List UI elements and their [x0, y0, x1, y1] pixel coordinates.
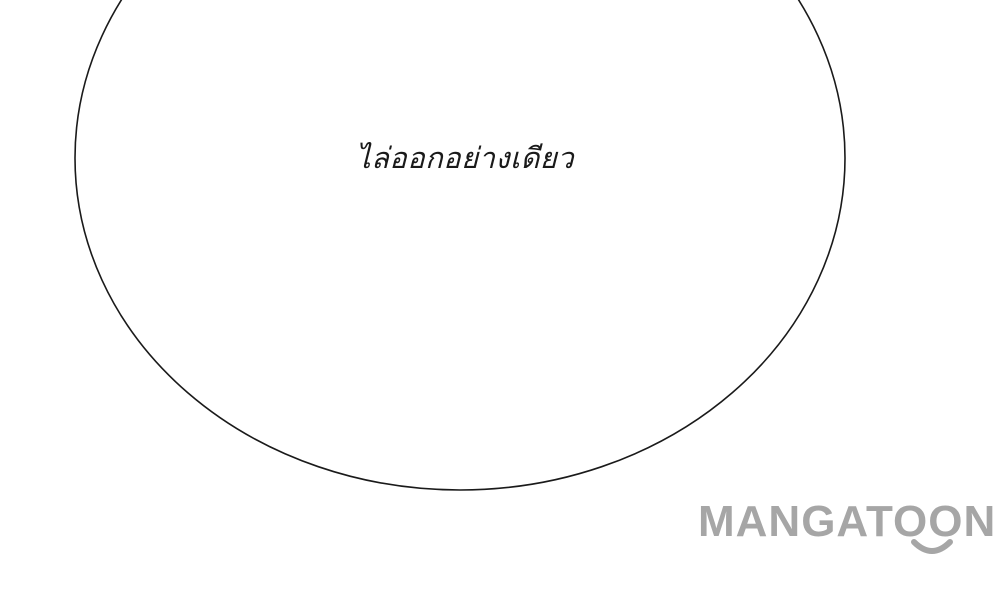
watermark-text: MANGATOON — [698, 497, 997, 546]
smile-icon — [911, 539, 953, 554]
watermark-logo: MANGATOON — [698, 496, 1000, 568]
bubble-text: ไล่ออกอย่างเดียว — [355, 141, 575, 175]
speech-bubble-outline — [74, 0, 846, 491]
